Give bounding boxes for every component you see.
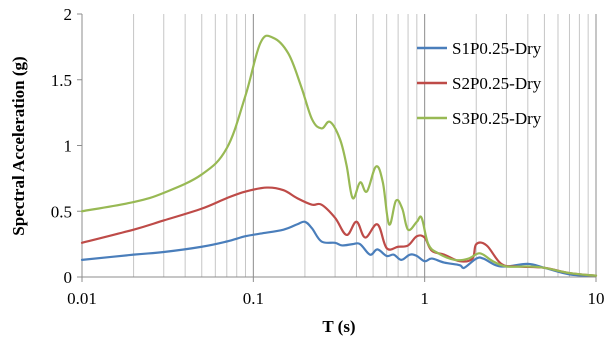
series — [80, 34, 598, 277]
y-tick-label: 0 — [64, 268, 73, 287]
series-line-1 — [80, 220, 598, 277]
y-tick-label: 1 — [64, 137, 73, 156]
x-tick-label: 0.01 — [67, 289, 97, 308]
legend-label-3: S3P0.25-Dry — [452, 109, 542, 128]
y-tick-label: 0.5 — [51, 202, 72, 221]
axes — [77, 13, 597, 282]
series-line-3 — [80, 34, 598, 277]
y-tick-label: 1.5 — [51, 71, 72, 90]
legend-label-1: S1P0.25-Dry — [452, 39, 542, 58]
y-tick-label: 2 — [64, 5, 73, 24]
tick-labels: 0.01 0.1 1 10 0 0.5 1 1.5 2 — [51, 5, 605, 308]
x-tick-label: 0.1 — [243, 289, 264, 308]
x-tick-label: 10 — [588, 289, 605, 308]
legend-label-2: S2P0.25-Dry — [452, 74, 542, 93]
x-axis-title: T (s) — [322, 317, 355, 336]
grid — [81, 14, 597, 277]
x-tick-label: 1 — [420, 289, 429, 308]
series-line-2 — [80, 186, 598, 277]
y-axis-title: Spectral Acceleration (g) — [9, 56, 28, 235]
legend: S1P0.25-Dry S2P0.25-Dry S3P0.25-Dry — [417, 39, 542, 128]
